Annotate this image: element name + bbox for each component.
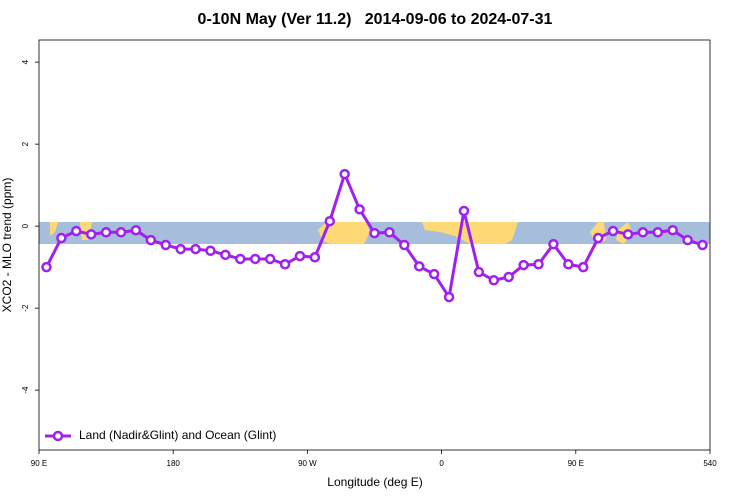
data-point (115, 227, 127, 238)
y-tick-label: 0 (21, 223, 30, 228)
data-point (294, 250, 306, 262)
legend-marker (52, 430, 64, 442)
y-axis-label: XCO2 - MLO trend (ppm) (0, 178, 14, 313)
y-tick-label: 2 (21, 141, 30, 146)
legend-entry: Land (Nadir&Glint) and Ocean (Glint) (45, 428, 276, 442)
x-tick-label: 90 E (31, 459, 47, 468)
data-point (130, 224, 142, 236)
data-point (249, 253, 261, 265)
data-point (548, 238, 559, 250)
data-point (413, 261, 425, 272)
data-point (667, 224, 678, 236)
data-point (279, 259, 291, 270)
data-point (190, 243, 201, 255)
land-patch (318, 222, 370, 244)
plot-frame (38, 39, 711, 451)
data-point (369, 227, 380, 239)
data-point (235, 253, 246, 265)
data-point (56, 232, 67, 244)
x-tick-label: 0 (439, 459, 444, 468)
y-tick-label: 4 (21, 59, 30, 64)
data-point (145, 234, 157, 246)
data-point (458, 205, 470, 217)
legend-label: Land (Nadir&Glint) and Ocean (Glint) (79, 428, 276, 442)
data-point (324, 215, 336, 227)
data-point (160, 239, 171, 251)
data-point (220, 249, 231, 261)
data-point (309, 252, 321, 263)
data-point (682, 234, 693, 246)
data-point (384, 227, 395, 238)
x-tick-label: 540 (703, 459, 717, 468)
data-point (607, 225, 619, 237)
data-point (339, 168, 350, 180)
y-tick-label: -4 (21, 386, 30, 394)
data-point (622, 229, 634, 240)
data-point (473, 266, 485, 278)
x-tick-label: 180 (167, 459, 181, 468)
data-point (399, 239, 410, 251)
data-point (533, 259, 544, 270)
data-point (205, 245, 216, 256)
data-point (41, 261, 52, 273)
x-tick-label: 90 W (298, 459, 317, 468)
data-point (592, 232, 604, 244)
data-point (697, 239, 708, 251)
data-point (354, 204, 365, 215)
data-point (100, 227, 112, 238)
data-point (637, 227, 649, 238)
data-point (443, 291, 455, 303)
data-point (175, 243, 186, 255)
x-axis-label: Longitude (deg E) (327, 475, 422, 489)
data-point (503, 271, 514, 283)
land-patch (50, 222, 92, 240)
data-point (85, 229, 97, 240)
data-point (578, 261, 589, 273)
chart-title: 0-10N May (Ver 11.2) 2014-09-06 to 2024-… (198, 11, 553, 28)
x-tick-label: 90 E (568, 459, 584, 468)
data-point (488, 275, 500, 286)
y-tick-label: -2 (21, 304, 30, 312)
data-point (563, 259, 574, 270)
data-point (264, 253, 276, 265)
data-point (518, 259, 529, 271)
data-point (428, 268, 440, 280)
data-point (71, 225, 82, 237)
data-point (652, 227, 664, 238)
